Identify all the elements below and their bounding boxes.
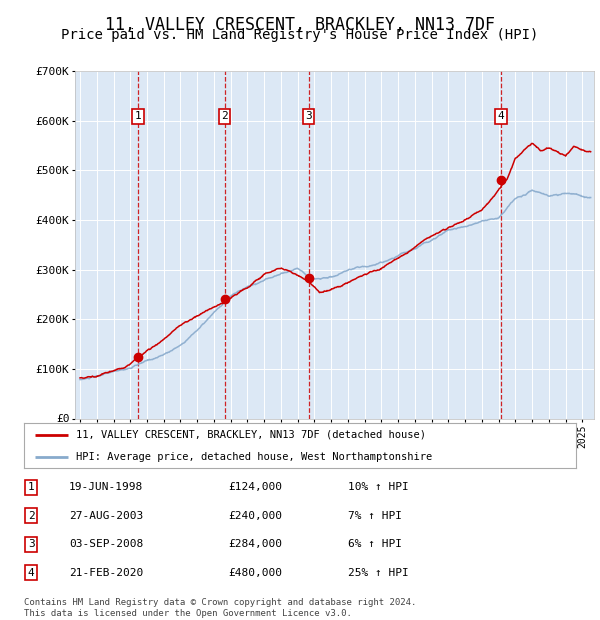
Text: 3: 3 (28, 539, 35, 549)
Text: 4: 4 (497, 112, 504, 122)
Text: 03-SEP-2008: 03-SEP-2008 (69, 539, 143, 549)
Text: Contains HM Land Registry data © Crown copyright and database right 2024.
This d: Contains HM Land Registry data © Crown c… (24, 598, 416, 618)
Text: 7% ↑ HPI: 7% ↑ HPI (348, 511, 402, 521)
Text: 1: 1 (28, 482, 35, 492)
Text: 11, VALLEY CRESCENT, BRACKLEY, NN13 7DF (detached house): 11, VALLEY CRESCENT, BRACKLEY, NN13 7DF … (76, 430, 427, 440)
Text: 11, VALLEY CRESCENT, BRACKLEY, NN13 7DF: 11, VALLEY CRESCENT, BRACKLEY, NN13 7DF (105, 16, 495, 33)
Text: 2: 2 (28, 511, 35, 521)
Text: 1: 1 (134, 112, 142, 122)
Text: 19-JUN-1998: 19-JUN-1998 (69, 482, 143, 492)
Text: £240,000: £240,000 (228, 511, 282, 521)
Text: 21-FEB-2020: 21-FEB-2020 (69, 568, 143, 578)
Text: HPI: Average price, detached house, West Northamptonshire: HPI: Average price, detached house, West… (76, 452, 433, 462)
Text: 10% ↑ HPI: 10% ↑ HPI (348, 482, 409, 492)
Text: £284,000: £284,000 (228, 539, 282, 549)
Text: Price paid vs. HM Land Registry's House Price Index (HPI): Price paid vs. HM Land Registry's House … (61, 28, 539, 42)
Text: 25% ↑ HPI: 25% ↑ HPI (348, 568, 409, 578)
Text: 6% ↑ HPI: 6% ↑ HPI (348, 539, 402, 549)
Text: £480,000: £480,000 (228, 568, 282, 578)
Text: 3: 3 (305, 112, 312, 122)
Text: 2: 2 (221, 112, 228, 122)
Text: £124,000: £124,000 (228, 482, 282, 492)
Text: 4: 4 (28, 568, 35, 578)
Text: 27-AUG-2003: 27-AUG-2003 (69, 511, 143, 521)
